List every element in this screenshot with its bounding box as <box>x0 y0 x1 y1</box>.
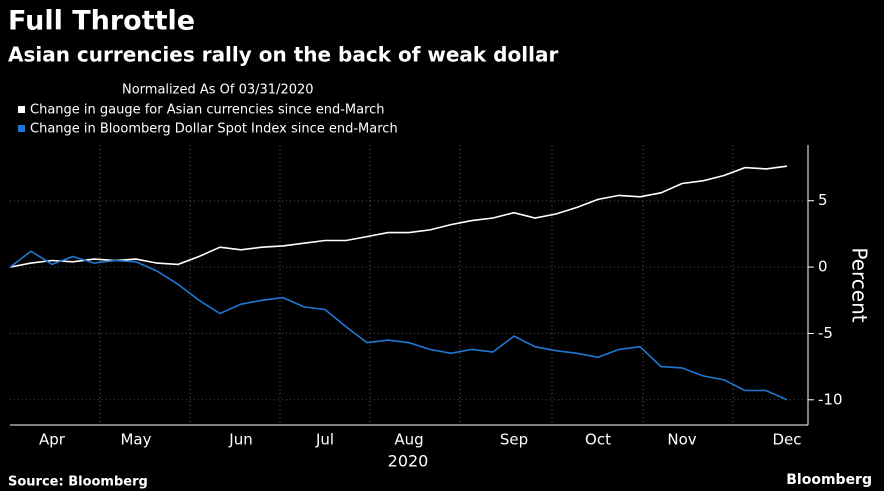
x-tick-label: Dec <box>772 431 801 449</box>
source: Source: Bloomberg <box>8 475 148 490</box>
legend-label: Change in gauge for Asian currencies sin… <box>30 103 385 118</box>
chart-subtitle: Asian currencies rally on the back of we… <box>8 43 558 67</box>
x-tick-label: Aug <box>394 431 423 449</box>
legend-swatch <box>18 125 25 132</box>
x-tick-label: May <box>120 431 151 449</box>
y-tick-label: -10 <box>818 390 843 408</box>
x-axis-label: 2020 <box>388 452 429 471</box>
x-tick-label: Jun <box>228 431 252 449</box>
brand: Bloomberg <box>786 472 872 488</box>
legend-swatch <box>18 106 25 113</box>
x-tick-label: Oct <box>585 431 611 449</box>
line-series <box>9 250 788 401</box>
x-tick-label: Sep <box>500 431 528 449</box>
chart-title: Full Throttle <box>8 6 195 37</box>
line-series <box>9 165 788 268</box>
month-dividers <box>99 145 734 425</box>
y-tick-label: 0 <box>818 258 828 276</box>
y-axis-label: Percent <box>848 247 872 322</box>
legend-label: Change in Bloomberg Dollar Spot Index si… <box>30 122 398 137</box>
chart-note: Normalized As Of 03/31/2020 <box>122 83 314 98</box>
y-tick-label: 5 <box>818 191 828 209</box>
x-tick-label: Jul <box>315 431 334 449</box>
y-tick-label: -5 <box>818 324 833 342</box>
x-tick-label: Nov <box>667 431 696 449</box>
x-tick-label: Apr <box>39 431 66 449</box>
